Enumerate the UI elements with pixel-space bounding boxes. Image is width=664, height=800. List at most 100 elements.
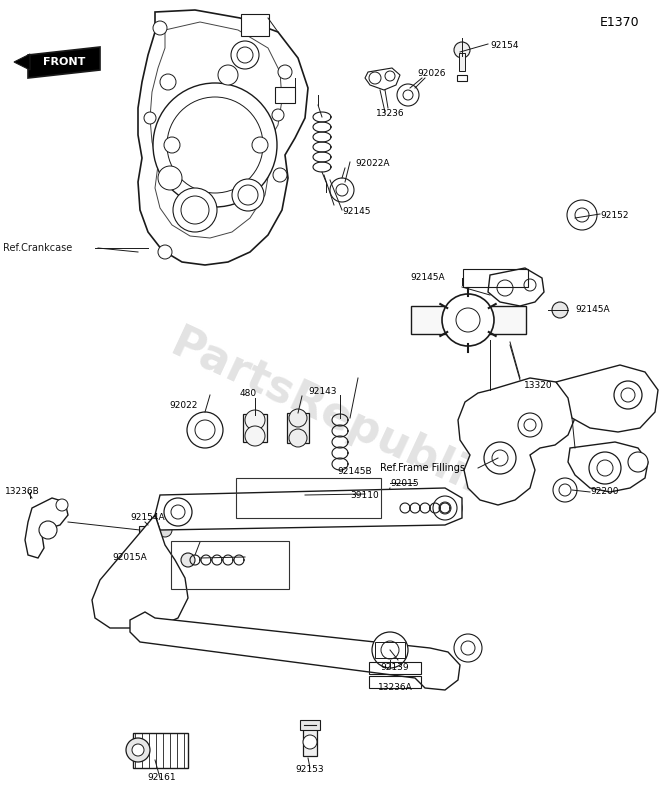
Text: 92022: 92022 (169, 402, 198, 410)
Text: 92143: 92143 (308, 387, 337, 397)
Polygon shape (365, 68, 400, 90)
Circle shape (442, 294, 494, 346)
Circle shape (492, 450, 508, 466)
Circle shape (484, 442, 516, 474)
Circle shape (330, 178, 354, 202)
Text: 13236: 13236 (376, 109, 404, 118)
Polygon shape (458, 378, 575, 505)
Circle shape (160, 74, 176, 90)
Circle shape (181, 553, 195, 567)
Bar (236, 478, 380, 518)
Circle shape (628, 452, 648, 472)
Circle shape (245, 426, 265, 446)
Circle shape (433, 496, 457, 520)
Circle shape (461, 641, 475, 655)
Circle shape (164, 137, 180, 153)
Bar (369, 676, 421, 688)
Bar (375, 642, 405, 658)
Circle shape (552, 302, 568, 318)
Circle shape (621, 388, 635, 402)
Circle shape (144, 112, 156, 124)
Circle shape (385, 71, 395, 81)
Circle shape (39, 521, 57, 539)
Polygon shape (556, 365, 658, 432)
Circle shape (372, 632, 408, 668)
Text: 92152: 92152 (600, 210, 629, 219)
Polygon shape (568, 442, 648, 492)
Bar (300, 720, 320, 730)
Text: 92026: 92026 (418, 69, 446, 78)
Polygon shape (28, 47, 100, 78)
Polygon shape (138, 10, 308, 265)
Text: 92200: 92200 (590, 487, 618, 497)
Bar (275, 87, 295, 103)
Circle shape (456, 308, 480, 332)
Text: 480: 480 (240, 389, 256, 398)
Circle shape (518, 413, 542, 437)
Circle shape (232, 179, 264, 211)
Polygon shape (488, 268, 544, 306)
Circle shape (336, 184, 348, 196)
Text: 92139: 92139 (380, 663, 409, 673)
Circle shape (272, 109, 284, 121)
Circle shape (441, 501, 455, 515)
Bar (133, 733, 187, 767)
Circle shape (439, 502, 451, 514)
Circle shape (164, 498, 192, 526)
Circle shape (158, 245, 172, 259)
Text: 92015A: 92015A (113, 554, 147, 562)
Circle shape (158, 166, 182, 190)
Circle shape (597, 460, 613, 476)
Circle shape (153, 21, 167, 35)
Circle shape (369, 72, 381, 84)
Bar (241, 14, 269, 36)
Circle shape (237, 47, 253, 63)
Polygon shape (25, 498, 68, 558)
Polygon shape (14, 54, 30, 70)
Text: 39110: 39110 (351, 490, 379, 499)
Text: 92022A: 92022A (355, 158, 390, 167)
Text: 13320: 13320 (524, 381, 552, 390)
Circle shape (132, 744, 144, 756)
Text: 13236A: 13236A (378, 683, 412, 693)
Circle shape (575, 208, 589, 222)
Circle shape (497, 280, 513, 296)
Circle shape (614, 381, 642, 409)
Circle shape (195, 420, 215, 440)
Text: 92145B: 92145B (338, 467, 373, 477)
Circle shape (381, 641, 399, 659)
Circle shape (181, 196, 209, 224)
Circle shape (403, 90, 413, 100)
Text: 92154: 92154 (490, 41, 519, 50)
Text: Ref.Frame Fillings: Ref.Frame Fillings (380, 463, 465, 473)
Text: 92145: 92145 (342, 207, 371, 217)
Circle shape (553, 478, 577, 502)
Circle shape (289, 429, 307, 447)
Bar (170, 501, 440, 515)
Circle shape (126, 738, 150, 762)
Text: 13236B: 13236B (5, 487, 40, 497)
Circle shape (567, 200, 597, 230)
Circle shape (397, 84, 419, 106)
Polygon shape (92, 515, 188, 628)
Polygon shape (130, 612, 460, 690)
Bar (463, 269, 527, 287)
Circle shape (524, 279, 536, 291)
Circle shape (218, 65, 238, 85)
Circle shape (278, 65, 292, 79)
Circle shape (56, 499, 68, 511)
Circle shape (187, 412, 223, 448)
Circle shape (171, 505, 185, 519)
Text: 92153: 92153 (295, 766, 324, 774)
Bar (287, 413, 309, 443)
Text: 92161: 92161 (147, 774, 177, 782)
Circle shape (167, 97, 263, 193)
Bar (410, 306, 525, 334)
Circle shape (252, 137, 268, 153)
Circle shape (273, 168, 287, 182)
Circle shape (173, 188, 217, 232)
Bar (369, 662, 421, 674)
Text: 92145A: 92145A (575, 306, 610, 314)
Text: FRONT: FRONT (42, 57, 85, 67)
Circle shape (303, 735, 317, 749)
